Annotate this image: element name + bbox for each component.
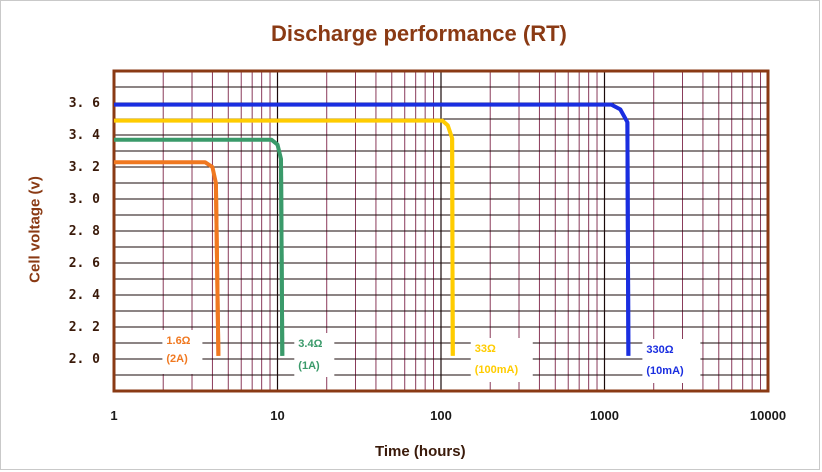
x-axis-label: Time (hours) <box>375 443 466 460</box>
series-drop-segment <box>625 122 631 356</box>
y-tick-label: 2. 0 <box>69 352 100 367</box>
y-tick-label: 2. 6 <box>69 256 100 271</box>
y-tick-label: 3. 4 <box>69 128 100 143</box>
series-annotation-resistance: 1.6Ω <box>166 335 190 347</box>
y-tick-label: 3. 2 <box>69 160 100 175</box>
annotation-box <box>642 339 701 383</box>
y-tick-label: 2. 4 <box>69 288 100 303</box>
y-tick-label: 3. 0 <box>69 192 100 207</box>
series-annotation-current: (10mA) <box>646 365 684 377</box>
chart-title: Discharge performance (RT) <box>271 21 567 46</box>
x-tick-label: 1 <box>110 408 117 423</box>
series-annotation-resistance: 330Ω <box>646 344 673 356</box>
x-tick-label: 10000 <box>750 408 786 423</box>
series-drop-segment <box>213 182 221 356</box>
series-annotation-resistance: 33Ω <box>475 343 496 355</box>
annotation-box <box>470 338 533 382</box>
x-tick-label: 1000 <box>590 408 619 423</box>
series-drop-segment <box>278 158 285 356</box>
series-annotation-resistance: 3.4Ω <box>298 338 322 350</box>
series-drop-segment <box>450 138 455 356</box>
x-tick-label: 10 <box>270 408 284 423</box>
annotation-box <box>294 333 335 377</box>
plot-border <box>112 69 770 393</box>
series-annotation-current: (2A) <box>166 353 188 365</box>
x-tick-label: 100 <box>430 408 452 423</box>
y-tick-label: 2. 8 <box>69 224 100 239</box>
y-tick-label: 2. 2 <box>69 320 100 335</box>
series-annotation-current: (100mA) <box>475 364 519 376</box>
series-annotation-current: (1A) <box>298 360 320 372</box>
annotation-box <box>162 330 203 374</box>
y-tick-label: 3. 6 <box>69 96 100 111</box>
